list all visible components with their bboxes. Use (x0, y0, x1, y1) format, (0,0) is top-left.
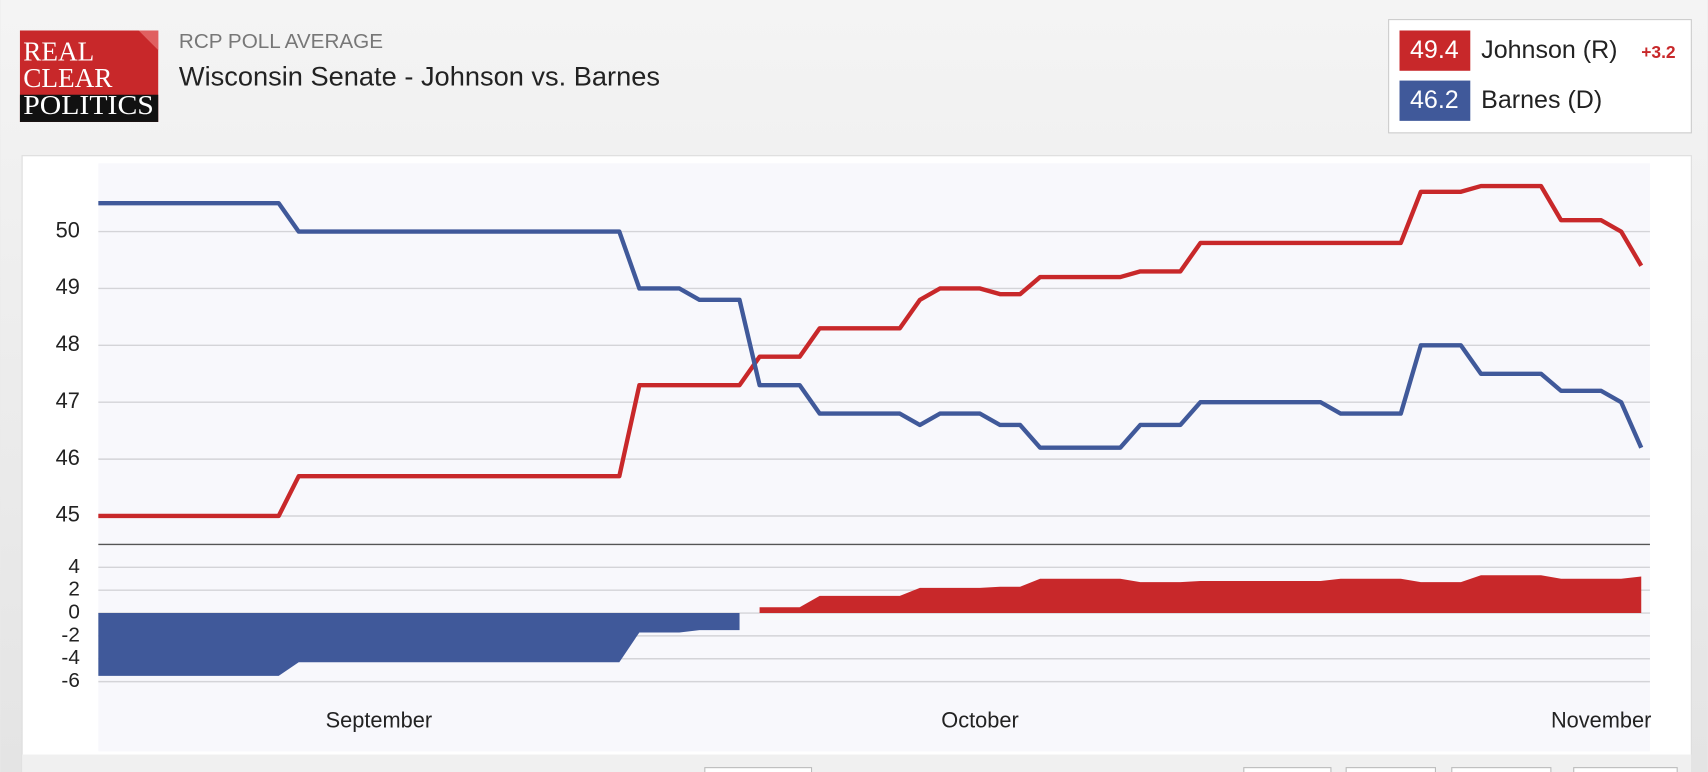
y-tick-label: 50 (56, 217, 80, 242)
plot-area (98, 163, 1650, 752)
y-tick-label: 46 (56, 445, 80, 470)
labels: 45 46 47 48 49 50 September October November -6-4… (56, 217, 1652, 732)
y-tick-label: 4 (68, 555, 80, 578)
logo-text: POLITICS (23, 90, 154, 120)
legend-lead: +3.2 (1641, 42, 1675, 62)
y-tick-label: 45 (56, 502, 80, 527)
y-tick-label: 2 (68, 578, 80, 601)
button[interactable] (1451, 767, 1552, 772)
logo: REAL CLEAR POLITICS (19, 30, 159, 122)
legend-value: 46.2 (1410, 86, 1459, 114)
toolbar (22, 754, 1692, 772)
legend-name: Johnson (R) (1481, 36, 1617, 64)
y-tick-label: 49 (56, 274, 80, 299)
legend-value: 49.4 (1410, 36, 1459, 64)
x-tick-label: November (1551, 708, 1651, 733)
button[interactable] (1345, 767, 1436, 772)
logo-band (19, 94, 159, 122)
y-tick-label: -4 (61, 646, 79, 669)
button[interactable] (1243, 767, 1332, 772)
legend-swatch (1399, 30, 1471, 71)
toolbar-buttons[interactable] (704, 767, 1678, 772)
x-tick-label: October (941, 708, 1018, 733)
y-tick-label: -6 (61, 669, 79, 692)
series-line (98, 200, 1644, 450)
logo-text: CLEAR (23, 63, 113, 93)
title: Wisconsin Senate - Johnson vs. Barnes (179, 61, 660, 92)
button[interactable] (704, 767, 813, 772)
button[interactable] (1573, 767, 1678, 772)
logo-corner (138, 30, 159, 51)
series-line (98, 183, 1644, 519)
y-tick-label: 0 (68, 600, 80, 623)
x-tick-label: September (326, 708, 432, 733)
spread-area (759, 575, 1642, 614)
logo-text: REAL (23, 37, 94, 67)
marks (98, 183, 1644, 676)
legend: 49.4 Johnson (R) +3.2 46.2 Barnes (D) (1388, 19, 1692, 134)
kicker: RCP POLL AVERAGE (179, 30, 383, 53)
legend-name: Barnes (D) (1481, 86, 1602, 114)
y-tick-label: -2 (61, 623, 79, 646)
y-tick-label: 48 (56, 331, 80, 356)
legend-swatch (1399, 80, 1471, 121)
spread-area (98, 613, 740, 676)
y-tick-label: 47 (56, 388, 80, 413)
